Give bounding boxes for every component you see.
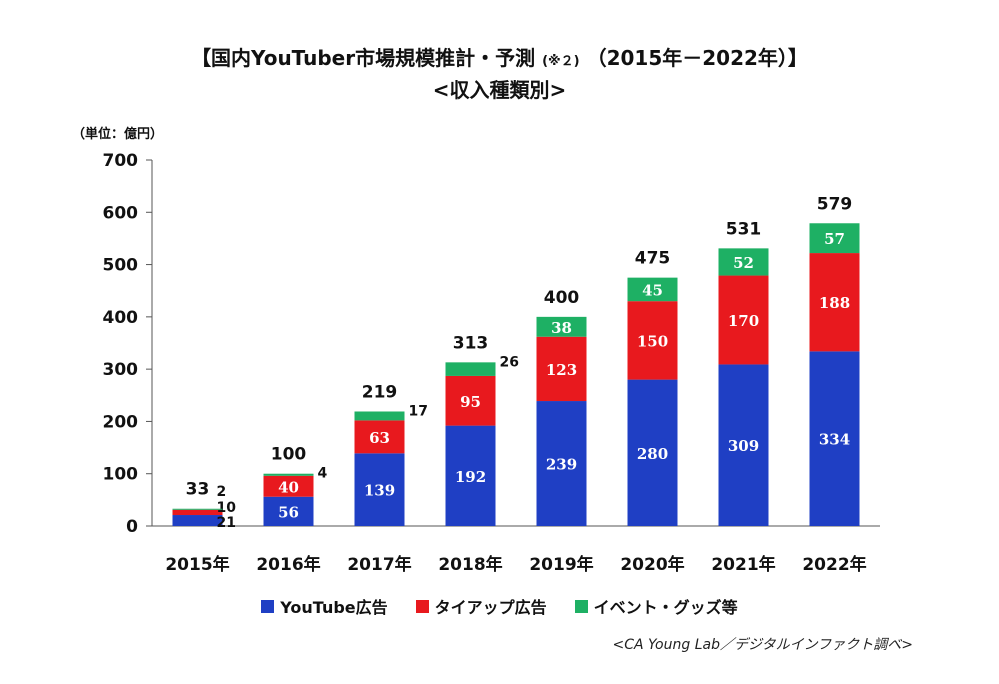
legend-item-tieup-ad: タイアップ広告 — [415, 594, 547, 618]
bar-segment — [718, 364, 769, 526]
data-label: 56 — [278, 503, 299, 521]
bar-segment — [445, 362, 496, 376]
data-label: 170 — [728, 312, 759, 330]
data-label: 309 — [728, 437, 759, 455]
y-tick-label: 300 — [103, 360, 139, 380]
legend-item-event-goods: イベント・グッズ等 — [574, 594, 738, 618]
bar-segment — [263, 473, 314, 476]
x-tick-label: 2019年 — [529, 554, 593, 575]
bar-segment — [809, 223, 860, 254]
total-label: 579 — [817, 194, 853, 214]
data-label: 52 — [733, 254, 754, 272]
data-label: 280 — [637, 445, 668, 463]
data-label: 334 — [819, 431, 850, 449]
x-tick-label: 2017年 — [347, 554, 411, 575]
y-tick-label: 200 — [103, 412, 139, 432]
bar-segment — [354, 420, 405, 454]
bar-segment — [172, 508, 223, 510]
bar-segment — [718, 275, 769, 365]
legend-swatch-tieup-ad — [415, 599, 429, 613]
y-tick-label: 600 — [103, 203, 139, 223]
data-label: 26 — [500, 354, 519, 370]
total-label: 313 — [453, 333, 489, 353]
total-label: 33 — [186, 480, 210, 500]
bar-segment — [354, 411, 405, 421]
x-tick-label: 2022年 — [802, 554, 866, 575]
bar-segment — [263, 475, 314, 497]
y-tick-label: 100 — [103, 465, 139, 485]
bar-segment — [172, 509, 223, 516]
data-label: 17 — [409, 403, 428, 419]
x-tick-label: 2018年 — [438, 554, 502, 575]
legend-item-youtube-ad: YouTube広告 — [261, 594, 388, 618]
x-tick-label: 2016年 — [256, 554, 320, 575]
chart-title-years: （2015年－2022年）】 — [586, 46, 808, 70]
chart-title: 【国内YouTuber市場規模推計・予測 (※２) （2015年－2022年）】 — [0, 42, 999, 71]
data-label: 239 — [546, 456, 577, 474]
bar-segment — [445, 425, 496, 526]
bar-segment — [627, 379, 678, 526]
y-tick-label: 0 — [126, 517, 138, 537]
data-label: 4 — [318, 466, 328, 482]
bar-segment — [809, 253, 860, 352]
bar-segment — [627, 301, 678, 380]
legend-swatch-youtube-ad — [261, 599, 275, 613]
x-tick-label: 2021年 — [711, 554, 775, 575]
total-label: 219 — [362, 382, 398, 402]
data-label: 38 — [551, 319, 572, 337]
bar-segment — [445, 375, 496, 426]
x-tick-label: 2020年 — [620, 554, 684, 575]
legend-swatch-event-goods — [574, 599, 588, 613]
chart-subtitle: <収入種類別> — [432, 78, 567, 102]
data-label: 192 — [455, 468, 486, 486]
bar-segment — [172, 515, 223, 526]
y-tick-label: 400 — [103, 308, 139, 328]
source-note: <CA Young Lab／デジタルインファクト調べ> — [612, 637, 914, 653]
y-tick-label: 700 — [103, 151, 139, 171]
bar-segment — [718, 248, 769, 276]
data-label: 10 — [217, 500, 237, 516]
total-label: 400 — [544, 288, 580, 308]
legend-label-youtube-ad: YouTube広告 — [280, 598, 388, 617]
bar-segment — [536, 336, 587, 402]
data-label: 123 — [546, 361, 577, 379]
data-label: 21 — [217, 515, 236, 531]
legend-label-event-goods: イベント・グッズ等 — [593, 598, 738, 617]
legend: YouTube広告 タイアップ広告 イベント・グッズ等 — [0, 594, 999, 618]
chart-title-note: (※２) — [542, 54, 580, 69]
data-label: 2 — [217, 484, 227, 500]
data-label: 45 — [642, 281, 663, 299]
data-label: 139 — [364, 482, 395, 500]
x-tick-label: 2015年 — [165, 554, 229, 575]
bar-segment — [354, 453, 405, 526]
bar-segment — [536, 401, 587, 526]
data-label: 188 — [819, 294, 850, 312]
y-unit-label: （単位：億円） — [72, 127, 164, 142]
bar-segment — [263, 496, 314, 526]
bar-segment — [627, 277, 678, 302]
total-label: 100 — [271, 445, 307, 465]
data-label: 40 — [278, 478, 299, 496]
chart-title-main: 【国内YouTuber市場規模推計・予測 — [191, 46, 536, 70]
data-label: 95 — [460, 393, 481, 411]
legend-label-tieup-ad: タイアップ広告 — [434, 598, 547, 617]
bar-segment — [809, 351, 860, 526]
data-label: 57 — [824, 230, 845, 248]
y-tick-label: 500 — [103, 256, 139, 276]
data-label: 63 — [369, 429, 390, 447]
total-label: 531 — [726, 219, 762, 239]
total-label: 475 — [635, 249, 671, 269]
data-label: 150 — [637, 332, 668, 350]
bar-segment — [536, 316, 587, 337]
